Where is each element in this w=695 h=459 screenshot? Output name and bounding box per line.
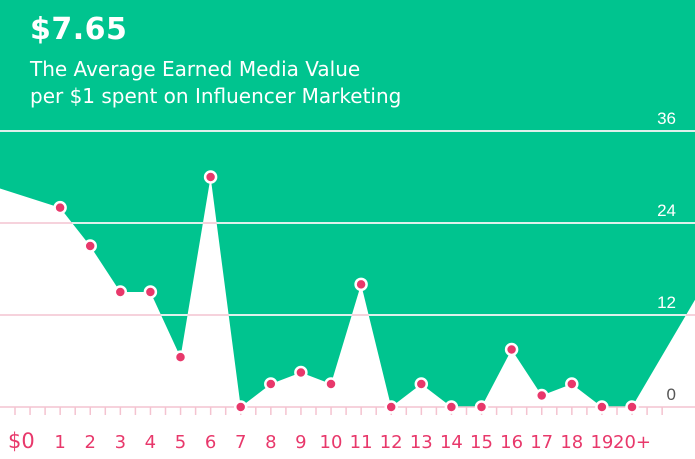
x-tick-label: 12 [380, 432, 403, 453]
data-point [414, 377, 429, 391]
x-tick-label: 11 [350, 432, 373, 453]
headline-value: $7.65 [30, 12, 128, 47]
data-point [354, 277, 368, 292]
y-tick-label: 0 [667, 385, 676, 404]
x-tick-label: $0 [8, 429, 35, 453]
x-tick-label: 9 [295, 432, 306, 453]
data-point [113, 285, 128, 299]
x-tick-label: 5 [175, 432, 186, 453]
y-tick-label: 36 [657, 109, 676, 128]
x-tick-label: 3 [115, 432, 126, 453]
data-point [565, 377, 579, 391]
x-tick-label: 18 [560, 432, 583, 453]
x-tick-label: 7 [235, 432, 246, 453]
data-point [384, 400, 398, 414]
x-tick-label: 10 [320, 432, 343, 453]
data-point [233, 400, 248, 414]
data-point [203, 170, 218, 184]
x-tick-label: 15 [470, 432, 493, 453]
x-tick-label: 20+ [613, 432, 651, 453]
data-point [143, 285, 158, 299]
x-tick-label: 17 [530, 432, 553, 453]
y-tick-label: 12 [657, 293, 676, 312]
data-point [83, 239, 97, 253]
data-point [324, 377, 338, 391]
data-point [294, 365, 308, 380]
data-point [504, 342, 519, 357]
data-point [474, 400, 489, 414]
x-tick-label: 1 [54, 432, 65, 453]
subtitle-line-2: per $1 spent on Influencer Marketing [30, 84, 402, 108]
data-point [444, 400, 459, 414]
x-tick-label: 14 [440, 432, 463, 453]
x-tick-label: 13 [410, 432, 433, 453]
data-point [534, 388, 549, 403]
data-point [264, 377, 278, 391]
data-point [53, 200, 67, 215]
data-point [173, 350, 188, 364]
x-tick-label: 19 [590, 432, 613, 453]
x-tick-label: 2 [84, 432, 95, 453]
subtitle-line-1: The Average Earned Media Value [30, 57, 361, 81]
x-tick-label: 16 [500, 432, 523, 453]
x-tick-label: 8 [265, 432, 276, 453]
data-point [595, 400, 609, 414]
y-tick-label: 24 [657, 201, 676, 220]
x-tick-label: 4 [145, 432, 156, 453]
data-point [625, 400, 639, 414]
area-fill [0, 0, 695, 407]
subtitle: The Average Earned Media Value per $1 sp… [30, 56, 401, 110]
x-tick-label: 6 [205, 432, 216, 453]
